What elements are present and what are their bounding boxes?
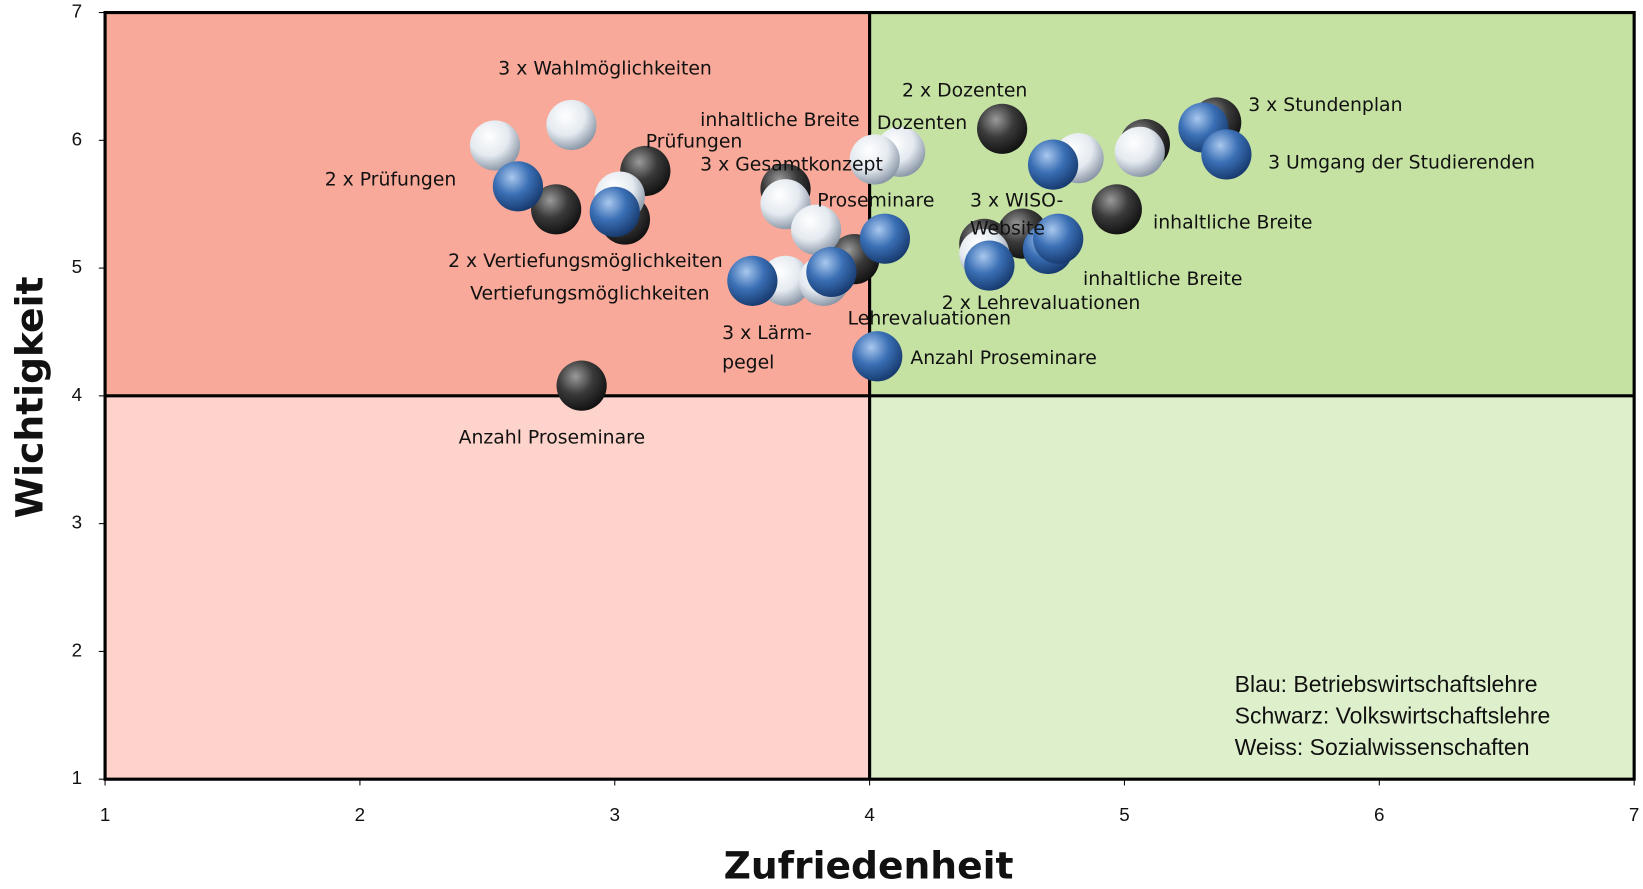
annotation: Anzahl Proseminare [459, 428, 645, 449]
point [1027, 139, 1079, 190]
annotation: Website [970, 219, 1045, 240]
annotation: inhaltliche Breite [1153, 212, 1312, 233]
y-tick-label: 3 [72, 512, 82, 533]
point [531, 184, 582, 235]
quadrants [103, 10, 1636, 781]
annotation: Proseminare [817, 190, 934, 211]
y-axis-title: Wichtigkeit [7, 277, 51, 519]
x-tick-label: 3 [610, 804, 620, 825]
y-tick-label: 1 [72, 767, 82, 788]
y-tick-label: 7 [72, 1, 82, 22]
x-tick-label: 5 [1119, 804, 1129, 825]
y-tick-label: 2 [72, 639, 82, 660]
point [727, 255, 778, 306]
y-tick-label: 6 [72, 128, 82, 149]
point [806, 246, 857, 298]
point [589, 186, 640, 237]
x-tick-label: 1 [100, 804, 110, 825]
annotation: Vertiefungsmöglichkeiten [470, 283, 710, 304]
point [790, 204, 842, 255]
x-tick-label: 2 [355, 804, 365, 825]
annotation: 2 x Prüfungen [325, 169, 457, 190]
annotation: pegel [722, 352, 774, 373]
point [1201, 129, 1252, 180]
point [852, 331, 903, 382]
annotation: 3 Umgang der Studierenden [1268, 153, 1535, 174]
annotation: Dozenten [877, 113, 967, 134]
legend-entry: Weiss: Sozialwissenschaften [1235, 734, 1530, 760]
point [859, 213, 911, 264]
point [1091, 184, 1142, 235]
quadrant [105, 12, 870, 396]
annotation: 3 x Wahlmöglichkeiten [498, 59, 712, 80]
annotation: 3 x Gesamtkonzept [700, 155, 883, 176]
point [546, 99, 597, 151]
point [492, 161, 544, 212]
annotation: inhaltliche Breite [1083, 269, 1242, 290]
point [469, 120, 521, 171]
annotation: Prüfungen [646, 132, 743, 153]
y-tick-label: 5 [72, 256, 82, 277]
annotation: 3 x Stundenplan [1248, 95, 1402, 116]
annotation: 2 x Vertiefungsmöglichkeiten [448, 251, 723, 272]
x-tick-label: 4 [864, 804, 874, 825]
annotation: Anzahl Proseminare [910, 348, 1096, 369]
point [1033, 213, 1084, 264]
point [977, 103, 1028, 154]
quadrant [869, 395, 1635, 780]
y-tick-label: 4 [72, 384, 82, 405]
point [1114, 126, 1165, 177]
annotation: 2 x Lehrevaluationen [942, 293, 1140, 314]
x-tick-label: 6 [1374, 804, 1384, 825]
x-axis-title: Zufriedenheit [724, 844, 1014, 888]
annotation: inhaltliche Breite [700, 110, 859, 131]
x-tick-label: 7 [1629, 804, 1639, 825]
annotation: 3 x WISO- [970, 190, 1063, 211]
quadrant [869, 12, 1635, 396]
quadrant [105, 395, 870, 780]
point [964, 240, 1015, 291]
point [849, 134, 900, 185]
legend-entry: Schwarz: Volkswirtschaftslehre [1235, 703, 1551, 729]
annotation: Lehrevaluationen [848, 308, 1011, 329]
point [556, 360, 607, 411]
annotation: 2 x Dozenten [902, 80, 1027, 101]
legend-entry: Blau: Betriebswirtschaftslehre [1235, 671, 1538, 697]
annotation: 3 x Lärm- [722, 323, 812, 344]
